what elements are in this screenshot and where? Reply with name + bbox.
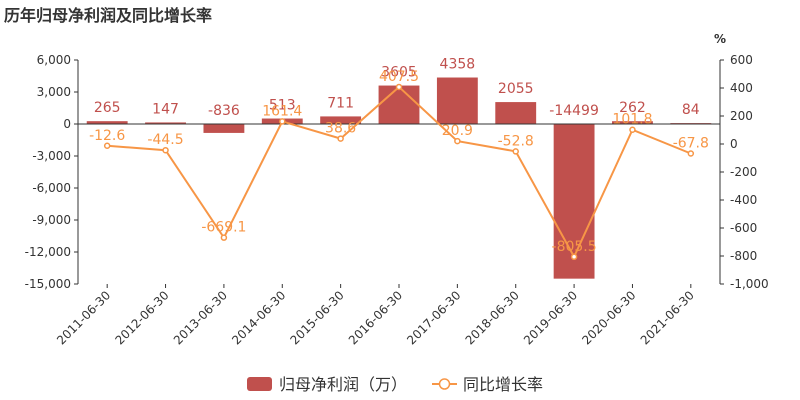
legend-bar-swatch — [247, 377, 272, 391]
legend-bar-label: 归母净利润（万） — [279, 375, 407, 394]
growth-point — [103, 142, 111, 150]
growth-point — [395, 83, 403, 91]
right-tick-label: -200 — [730, 165, 757, 179]
growth-value-label: 407.5 — [379, 69, 419, 85]
growth-value-label: -44.5 — [147, 132, 183, 148]
growth-value-label: 101.8 — [612, 112, 652, 128]
right-tick-label: -400 — [730, 193, 757, 207]
growth-value-label: 38.6 — [325, 121, 356, 137]
left-tick-label: -3,000 — [32, 149, 71, 163]
bar — [86, 121, 128, 124]
right-tick-label: 600 — [730, 53, 753, 67]
growth-point — [337, 135, 344, 142]
growth-point — [687, 150, 695, 157]
bar — [145, 122, 186, 124]
bar — [320, 116, 362, 124]
left-tick-label: -15,000 — [25, 277, 71, 291]
bar — [612, 121, 653, 124]
x-tick-label: 2013-06-30 — [171, 288, 230, 347]
left-tick-label: 6,000 — [37, 53, 71, 67]
bar-value-label: 3605 — [381, 65, 417, 81]
growth-value-label: -805.5 — [552, 239, 597, 255]
growth-point — [629, 126, 636, 133]
bar-value-label: -836 — [208, 103, 240, 119]
growth-value-label: -67.8 — [673, 135, 709, 151]
x-tick-label: 2012-06-30 — [112, 288, 171, 347]
right-tick-label: 0 — [730, 137, 738, 151]
x-tick-label: 2019-06-30 — [521, 288, 580, 347]
bar-value-label: 4358 — [440, 57, 476, 73]
bar-value-label: 147 — [152, 101, 179, 117]
bar-value-label: 2055 — [498, 81, 534, 97]
bar — [436, 77, 478, 124]
growth-value-label: -669.1 — [201, 220, 246, 236]
x-tick-label: 2016-06-30 — [346, 288, 405, 347]
legend-line-label: 同比增长率 — [463, 375, 543, 394]
right-tick-label: -800 — [730, 249, 757, 263]
x-tick-label: 2014-06-30 — [229, 288, 288, 347]
bar-value-label: -14499 — [549, 103, 599, 119]
x-tick-label: 2015-06-30 — [288, 288, 347, 347]
x-tick-label: 2018-06-30 — [463, 288, 522, 347]
right-axis-unit: % — [714, 32, 726, 46]
left-tick-label: 3,000 — [37, 85, 71, 99]
right-tick-label: -1,000 — [730, 277, 769, 291]
bar — [495, 102, 537, 124]
growth-point — [512, 148, 519, 155]
right-tick-label: 400 — [730, 81, 753, 95]
growth-point — [570, 253, 578, 261]
bar-value-label: 513 — [269, 98, 296, 114]
growth-point — [220, 234, 228, 241]
bar — [553, 124, 595, 279]
x-tick-label: 2017-06-30 — [404, 288, 463, 347]
growth-point — [162, 146, 169, 154]
bar — [203, 124, 245, 133]
x-tick-label: 2011-06-30 — [54, 288, 113, 347]
right-tick-label: 200 — [730, 109, 753, 123]
growth-point — [454, 137, 461, 145]
bar-value-label: 265 — [94, 100, 121, 116]
growth-value-label: 161.4 — [262, 103, 302, 119]
growth-value-label: -12.6 — [89, 128, 125, 144]
growth-value-label: -52.8 — [498, 133, 534, 149]
left-tick-label: -12,000 — [25, 245, 71, 259]
left-tick-label: 0 — [63, 117, 71, 131]
bar — [378, 85, 420, 124]
chart-title: 历年归母净利润及同比增长率 — [4, 6, 213, 25]
bar-value-label: 262 — [619, 100, 646, 116]
x-tick-label: 2021-06-30 — [638, 288, 697, 347]
growth-point — [279, 118, 286, 125]
x-tick-label: 2020-06-30 — [579, 288, 638, 347]
bar-value-label: 711 — [327, 95, 354, 111]
right-tick-label: -600 — [730, 221, 757, 235]
growth-value-label: 20.9 — [442, 123, 473, 139]
left-tick-label: -9,000 — [32, 213, 71, 227]
bar-value-label: 84 — [682, 102, 700, 118]
left-tick-label: -6,000 — [32, 181, 71, 195]
legend-line-marker — [438, 378, 451, 390]
